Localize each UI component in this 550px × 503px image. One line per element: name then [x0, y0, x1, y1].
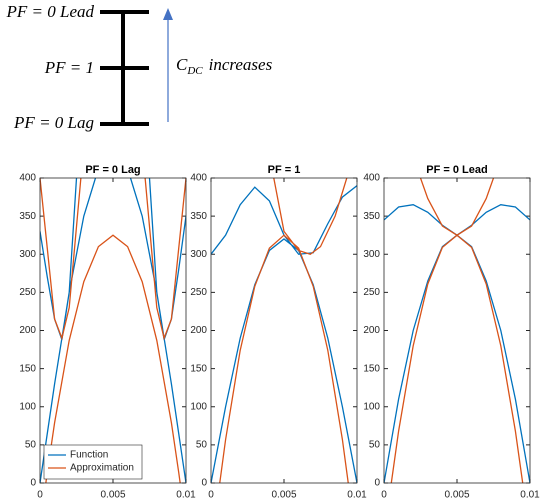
y-tick-label: 250	[190, 287, 207, 298]
axes-bg	[384, 178, 530, 483]
y-tick-label: 200	[190, 325, 207, 336]
x-tick-label: 0.005	[271, 490, 296, 501]
y-tick-label: 250	[363, 287, 380, 298]
axes-box	[383, 177, 531, 484]
y-tick-label: 350	[363, 211, 380, 222]
y-tick-label: 350	[190, 211, 207, 222]
text: increases	[209, 55, 273, 74]
plot-area	[211, 178, 357, 483]
arrow-label: CDC increases	[176, 55, 273, 77]
axes-bg	[40, 178, 186, 483]
y-tick-label: 50	[25, 440, 37, 451]
y-tick-label: 200	[363, 325, 380, 336]
chart: PF = 0 Lag 0 50 100 150 200 250 300 350 400 0 0.005…	[19, 164, 196, 501]
y-tick-label: 400	[19, 173, 36, 184]
legend-label: Approximation	[70, 463, 134, 474]
y-tick-label: 100	[19, 401, 36, 412]
plot-area	[40, 178, 186, 483]
axes-box	[210, 177, 358, 484]
y-tick-label: 350	[19, 211, 36, 222]
axes-bg	[211, 178, 357, 483]
chart-title: PF = 0 Lag	[85, 164, 140, 176]
y-tick-label: 0	[201, 478, 207, 489]
chart: PF = 1 0 50 100 150 200 250 300 350 400 0 0.005 0.01	[190, 164, 367, 501]
x-tick-label: 0.005	[100, 490, 125, 501]
x-tick-label: 0	[37, 490, 43, 501]
line	[40, 178, 186, 483]
y-tick-label: 300	[190, 249, 207, 260]
y-tick-label: 400	[190, 173, 207, 184]
y-tick-label: 100	[363, 401, 380, 412]
y-tick-label: 100	[190, 401, 207, 412]
legend-label: Function	[70, 450, 108, 461]
x-tick-label: 0.01	[520, 490, 540, 501]
x-tick-label: 0	[208, 490, 214, 501]
legend	[43, 444, 143, 480]
y-tick-label: 300	[363, 249, 380, 260]
y-tick-label: 300	[19, 249, 36, 260]
level-label: PF = 0 Lag	[13, 113, 94, 132]
subscript: DC	[186, 65, 203, 77]
y-tick-label: 150	[19, 363, 36, 374]
plot-area	[384, 178, 530, 483]
y-tick-label: 150	[190, 363, 207, 374]
level-label: PF = 1	[44, 58, 94, 77]
x-tick-label: 0.01	[176, 490, 196, 501]
x-tick-label: 0.01	[347, 490, 367, 501]
y-tick-label: 400	[363, 173, 380, 184]
chart: PF = 0 Lead 0 50 100 150 200 250 300 350 400 0 0.00…	[363, 164, 540, 501]
y-tick-label: 50	[196, 440, 208, 451]
y-tick-label: 0	[30, 478, 36, 489]
axes-box	[39, 177, 187, 484]
y-tick-label: 250	[19, 287, 36, 298]
line	[390, 178, 524, 483]
line	[219, 178, 349, 483]
y-tick-label: 0	[374, 478, 380, 489]
chart-title: PF = 1	[268, 164, 301, 176]
x-tick-label: 0	[381, 490, 387, 501]
chart-title: PF = 0 Lead	[426, 164, 487, 176]
x-tick-label: 0.005	[444, 490, 469, 501]
y-tick-label: 150	[363, 363, 380, 374]
level-label: PF = 0 Lead	[6, 2, 95, 21]
y-tick-label: 200	[19, 325, 36, 336]
diagram: PF = 0 Lead PF = 1 PF = 0 Lag CDC increas…	[6, 2, 273, 132]
symbol: C	[176, 55, 188, 74]
y-tick-label: 50	[369, 440, 381, 451]
arrow-head	[163, 8, 173, 20]
